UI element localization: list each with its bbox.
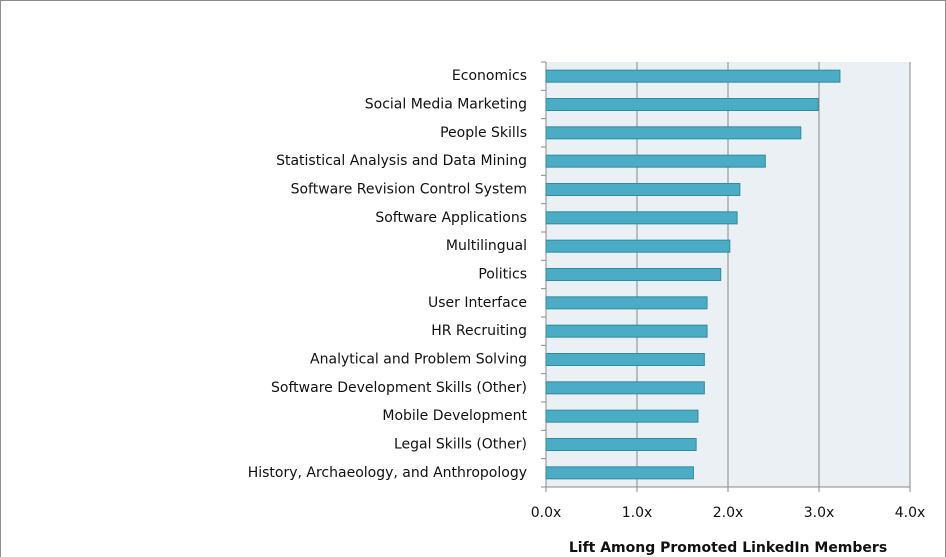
bar <box>545 381 705 395</box>
bar <box>545 126 802 140</box>
bar <box>545 353 705 366</box>
x-tick-label: 4.0x <box>895 505 926 521</box>
y-tick-label: Software Revision Control System <box>291 182 527 198</box>
y-tick-label: Software Development Skills (Other) <box>271 380 527 396</box>
bar <box>545 154 766 168</box>
y-tick-label: Analytical and Problem Solving <box>310 352 527 368</box>
y-tick-label: Software Applications <box>375 210 527 226</box>
x-tick-label: 0.0x <box>531 505 562 521</box>
bar <box>545 98 819 111</box>
y-tick-label: Mobile Development <box>382 408 527 424</box>
y-tick-label: User Interface <box>428 295 527 311</box>
bar <box>545 466 694 480</box>
y-tick-label: Politics <box>478 267 527 283</box>
bar <box>545 409 699 423</box>
bar <box>545 239 731 253</box>
bar <box>545 183 741 196</box>
y-tick-label: Multilingual <box>446 238 527 254</box>
y-tick-label: Statistical Analysis and Data Mining <box>276 153 527 169</box>
bar <box>545 324 708 338</box>
bar <box>545 268 722 281</box>
x-tick-label: 3.0x <box>804 505 835 521</box>
y-tick-label: Legal Skills (Other) <box>394 437 527 453</box>
y-tick-label: People Skills <box>440 125 527 141</box>
bar <box>545 296 708 310</box>
bar <box>545 438 697 451</box>
y-tick-label: HR Recruiting <box>431 323 527 339</box>
x-tick-label: 1.0x <box>622 505 653 521</box>
y-tick-label: Economics <box>452 68 527 84</box>
y-tick-label: History, Archaeology, and Anthropology <box>248 465 527 481</box>
y-tick-label: Social Media Marketing <box>365 97 527 113</box>
bar <box>545 211 738 225</box>
bar <box>545 69 841 83</box>
x-tick-label: 2.0x <box>713 505 744 521</box>
x-axis-label: Lift Among Promoted LinkedIn Members <box>569 540 887 556</box>
